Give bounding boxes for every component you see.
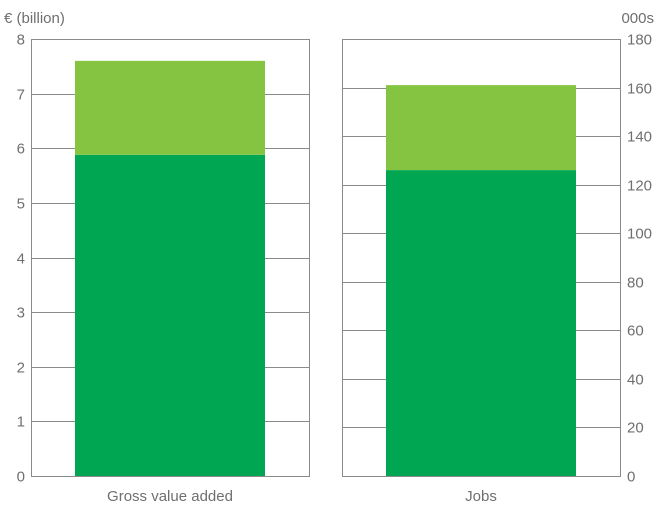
chart0-ytick-label-3: 3 — [17, 305, 25, 322]
chart0-ytick-label-7: 7 — [17, 87, 25, 104]
chart1-ytick-label-5: 100 — [627, 226, 652, 243]
chart0-ytick-label-1: 1 — [17, 414, 25, 431]
chart1-bar-segment-1 — [386, 85, 576, 171]
axis-layer — [31, 39, 621, 477]
label-layer: 0 1 2 3 4 5 6 7 8 € (billion) Gross value added 0 20… — [4, 10, 654, 505]
chart1-ytick-label-7: 140 — [627, 129, 652, 146]
chart0-ytick-label-5: 5 — [17, 196, 25, 213]
chart0-bar-segment-1 — [75, 60, 265, 155]
chart1-ytick-label-1: 20 — [627, 420, 644, 437]
chart1-ytick-label-0: 0 — [627, 469, 635, 486]
chart1-ytick-label-6: 120 — [627, 178, 652, 195]
chart0-ytick-label-4: 4 — [17, 251, 25, 268]
chart1-category-label: Jobs — [465, 488, 497, 505]
chart1-ytick-label-9: 180 — [627, 32, 652, 49]
chart0-category-label: Gross value added — [107, 488, 233, 505]
chart0-ytick-label-8: 8 — [17, 32, 25, 49]
chart1-bar-segment-0 — [386, 170, 576, 476]
chart0-ytick-label-6: 6 — [17, 141, 25, 158]
chart0-ytick-label-0: 0 — [17, 469, 25, 486]
chart1-ytick-label-8: 160 — [627, 81, 652, 98]
chart1-y-axis-unit: 000s — [621, 10, 654, 27]
chart0-ytick-label-2: 2 — [17, 360, 25, 377]
chart0-y-axis-unit: € (billion) — [4, 10, 65, 27]
bar-layer — [75, 60, 576, 476]
chart1-ytick-label-4: 80 — [627, 275, 644, 292]
chart0-bar-segment-0 — [75, 154, 265, 476]
chart1-ytick-label-2: 40 — [627, 372, 644, 389]
chart1-ytick-label-3: 60 — [627, 323, 644, 340]
